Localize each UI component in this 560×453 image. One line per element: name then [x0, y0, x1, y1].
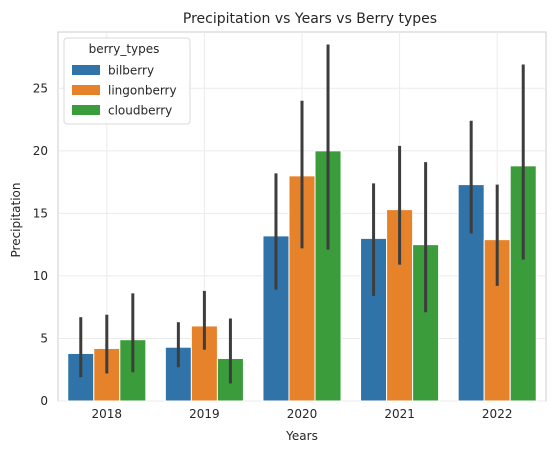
- legend-box: [63, 37, 191, 125]
- legend-swatch-cloudberry: [72, 105, 100, 115]
- legend-swatch-bilberry: [72, 65, 100, 75]
- x-tick-label: 2018: [92, 407, 123, 421]
- legend-items: bilberry lingonberry cloudberry: [72, 64, 177, 118]
- y-tick-label: 15: [33, 206, 48, 220]
- y-tick-label: 5: [40, 331, 48, 345]
- bars: [67, 150, 537, 402]
- legend-swatch-lingonberry: [72, 85, 100, 95]
- chart-title: Precipitation vs Years vs Berry types: [183, 11, 437, 27]
- legend-label-cloudberry: cloudberry: [108, 104, 172, 118]
- y-axis-label: Precipitation: [9, 182, 23, 257]
- x-tick-label: 2021: [384, 407, 415, 421]
- legend-title: berry_types: [89, 42, 160, 56]
- x-tick-label: 2019: [189, 407, 220, 421]
- y-tick-label: 0: [40, 394, 48, 408]
- x-axis-label: Years: [285, 429, 318, 443]
- legend: berry_types bilberry lingonberry cloudberr…: [63, 37, 191, 125]
- error-bars: [79, 44, 525, 384]
- y-tick-label: 10: [33, 269, 48, 283]
- y-axis-ticks: 0 5 10 15 20 25: [33, 81, 48, 408]
- x-tick-label: 2022: [482, 407, 513, 421]
- legend-label-lingonberry: lingonberry: [108, 84, 177, 98]
- legend-label-bilberry: bilberry: [108, 64, 154, 78]
- y-tick-label: 25: [33, 81, 48, 95]
- x-tick-label: 2020: [287, 407, 318, 421]
- y-tick-label: 20: [33, 144, 48, 158]
- x-axis-ticks: 2018 2019 2020 2021 2022: [92, 407, 513, 421]
